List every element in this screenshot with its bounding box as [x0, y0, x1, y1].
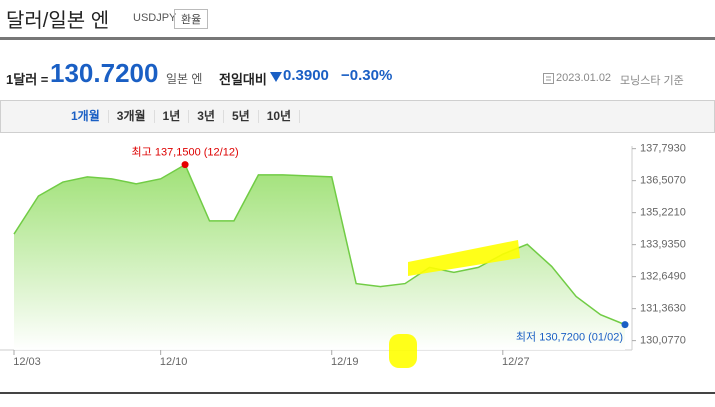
area: [14, 164, 625, 350]
highlight: [389, 334, 417, 368]
exchange-button[interactable]: 환율: [174, 9, 209, 29]
y-tick-label: 132,6490: [640, 271, 686, 283]
rate-value: 130.7200: [50, 58, 159, 88]
rate-unit: 일본 엔: [166, 72, 203, 86]
x-tick-label: 12/10: [160, 356, 188, 368]
tab-bar: 1개월 3개월 1년 3년 5년 10년: [0, 100, 715, 133]
tab[interactable]: 1개월: [1, 110, 109, 123]
x-tick-label: 12/03: [13, 356, 41, 368]
code: USDJPY: [133, 12, 177, 24]
y-tick-label: 137,7930: [640, 143, 686, 155]
x-tick-label: 12/27: [502, 356, 530, 368]
tab[interactable]: 3년: [189, 110, 224, 123]
change-pct: −0.30%: [341, 67, 393, 84]
y-tick-label: 131,3630: [640, 303, 686, 315]
high-point: [181, 161, 189, 169]
tab[interactable]: 3개월: [109, 110, 155, 123]
x-tick-label: 12/19: [331, 356, 359, 368]
source-date: 2023.01.02: [556, 72, 612, 84]
y-tick-label: 135,2210: [640, 207, 686, 219]
header-rule: [0, 37, 715, 40]
y-tick-label: 136,5070: [640, 175, 686, 187]
tab[interactable]: 1년: [155, 110, 190, 123]
line: [13, 163, 626, 326]
highlight: [408, 240, 520, 276]
change: 0.3900: [283, 67, 329, 84]
low-point: [621, 321, 629, 329]
y-tick-label: 133,9350: [640, 239, 686, 251]
change-label: 전일대비: [219, 72, 267, 87]
tab[interactable]: 5년: [224, 110, 259, 123]
rate-prefix: 1달러 =: [6, 72, 49, 87]
title: 달러/일본 엔: [6, 10, 110, 32]
y-tick-label: 130,0770: [640, 335, 686, 347]
tab[interactable]: 10년: [259, 110, 301, 123]
low-label: 최저 130,7200 (01/02): [516, 331, 623, 344]
source-note: 모닝스타 기준: [620, 75, 684, 87]
source-icon: [543, 73, 554, 84]
down-arrow: [270, 72, 282, 82]
high-label: 최고 137,1500 (12/12): [132, 146, 239, 159]
